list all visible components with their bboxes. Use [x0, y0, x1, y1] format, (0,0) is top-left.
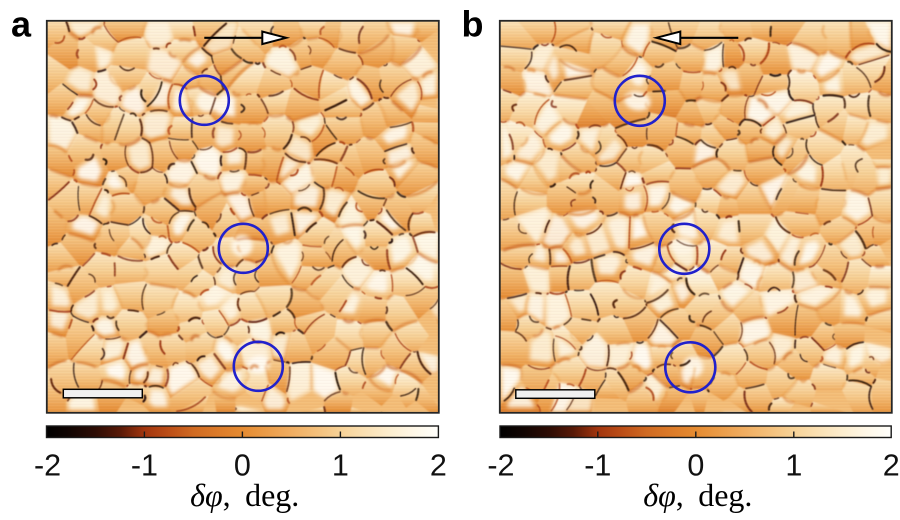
svg-text:δφ, deg.: δφ, deg. [643, 477, 752, 513]
svg-text:0: 0 [234, 449, 251, 483]
svg-text:-2: -2 [487, 449, 514, 483]
svg-text:-1: -1 [584, 449, 611, 483]
svg-text:a: a [11, 4, 32, 45]
svg-text:1: 1 [332, 449, 349, 483]
svg-text:2: 2 [883, 449, 900, 483]
svg-text:0: 0 [687, 449, 704, 483]
svg-text:-2: -2 [34, 449, 61, 483]
svg-text:b: b [462, 4, 484, 45]
svg-text:δφ, deg.: δφ, deg. [190, 477, 299, 513]
svg-text:-1: -1 [131, 449, 158, 483]
svg-text:1: 1 [785, 449, 802, 483]
svg-text:2: 2 [430, 449, 447, 483]
